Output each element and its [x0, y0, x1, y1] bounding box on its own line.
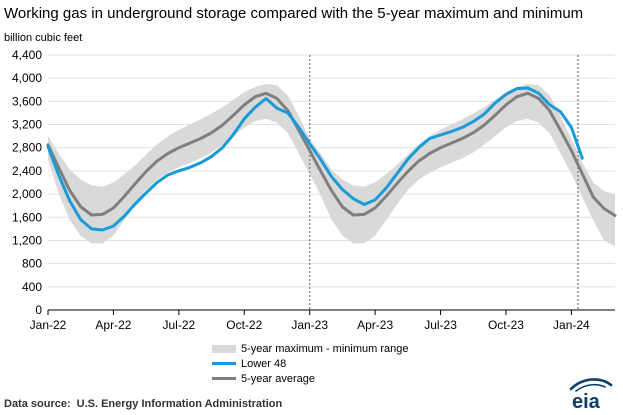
y-tick-label: 2,800	[12, 141, 42, 155]
x-tick-label: Jan-22	[30, 318, 67, 332]
y-tick-label: 2,400	[12, 164, 42, 178]
legend-item-average: 5-year average	[212, 371, 408, 386]
legend-label-average: 5-year average	[241, 372, 315, 385]
x-tick-label: Jul-22	[163, 318, 196, 332]
x-tick-label: Oct-22	[226, 318, 262, 332]
x-tick-label: Apr-23	[357, 318, 393, 332]
y-tick-label: 4,400	[12, 48, 42, 62]
range-band	[48, 84, 615, 247]
legend-label-lower48: Lower 48	[241, 357, 287, 370]
y-tick-label: 3,600	[12, 94, 42, 108]
legend-item-range: 5-year maximum - minimum range	[212, 341, 408, 356]
eia-logo-text: eia	[572, 391, 601, 411]
x-tick-label: Oct-23	[488, 318, 524, 332]
y-tick-label: 0	[35, 303, 42, 317]
legend-item-lower48: Lower 48	[212, 356, 408, 371]
legend-swatch-average	[212, 377, 236, 380]
y-tick-label: 1,200	[12, 233, 42, 247]
y-tick-label: 800	[22, 257, 42, 271]
x-tick-label: Apr-22	[95, 318, 131, 332]
x-tick-label: Jan-24	[553, 318, 590, 332]
legend-swatch-lower48	[212, 362, 236, 365]
legend-swatch-range	[212, 344, 236, 353]
chart-legend: 5-year maximum - minimum range Lower 48 …	[212, 341, 408, 386]
eia-logo: eia	[569, 378, 613, 411]
data-source-note: Data source: U.S. Energy Information Admi…	[4, 398, 282, 410]
x-tick-label: Jan-23	[291, 318, 328, 332]
legend-label-range: 5-year maximum - minimum range	[241, 342, 409, 355]
average-line	[46, 91, 617, 217]
y-tick-label: 400	[22, 280, 42, 294]
x-tick-label: Jul-23	[424, 318, 457, 332]
y-tick-label: 3,200	[12, 118, 42, 132]
chart-title: Working gas in underground storage compa…	[4, 5, 584, 22]
y-axis-unit-label: billion cubic feet	[4, 32, 83, 44]
y-tick-label: 1,600	[12, 210, 42, 224]
lower48-line	[46, 86, 584, 232]
data-source-label: Data source:	[4, 398, 71, 410]
y-tick-label: 4,000	[12, 71, 42, 85]
data-source-text: U.S. Energy Information Administration	[76, 398, 283, 410]
y-tick-label: 2,000	[12, 187, 42, 201]
